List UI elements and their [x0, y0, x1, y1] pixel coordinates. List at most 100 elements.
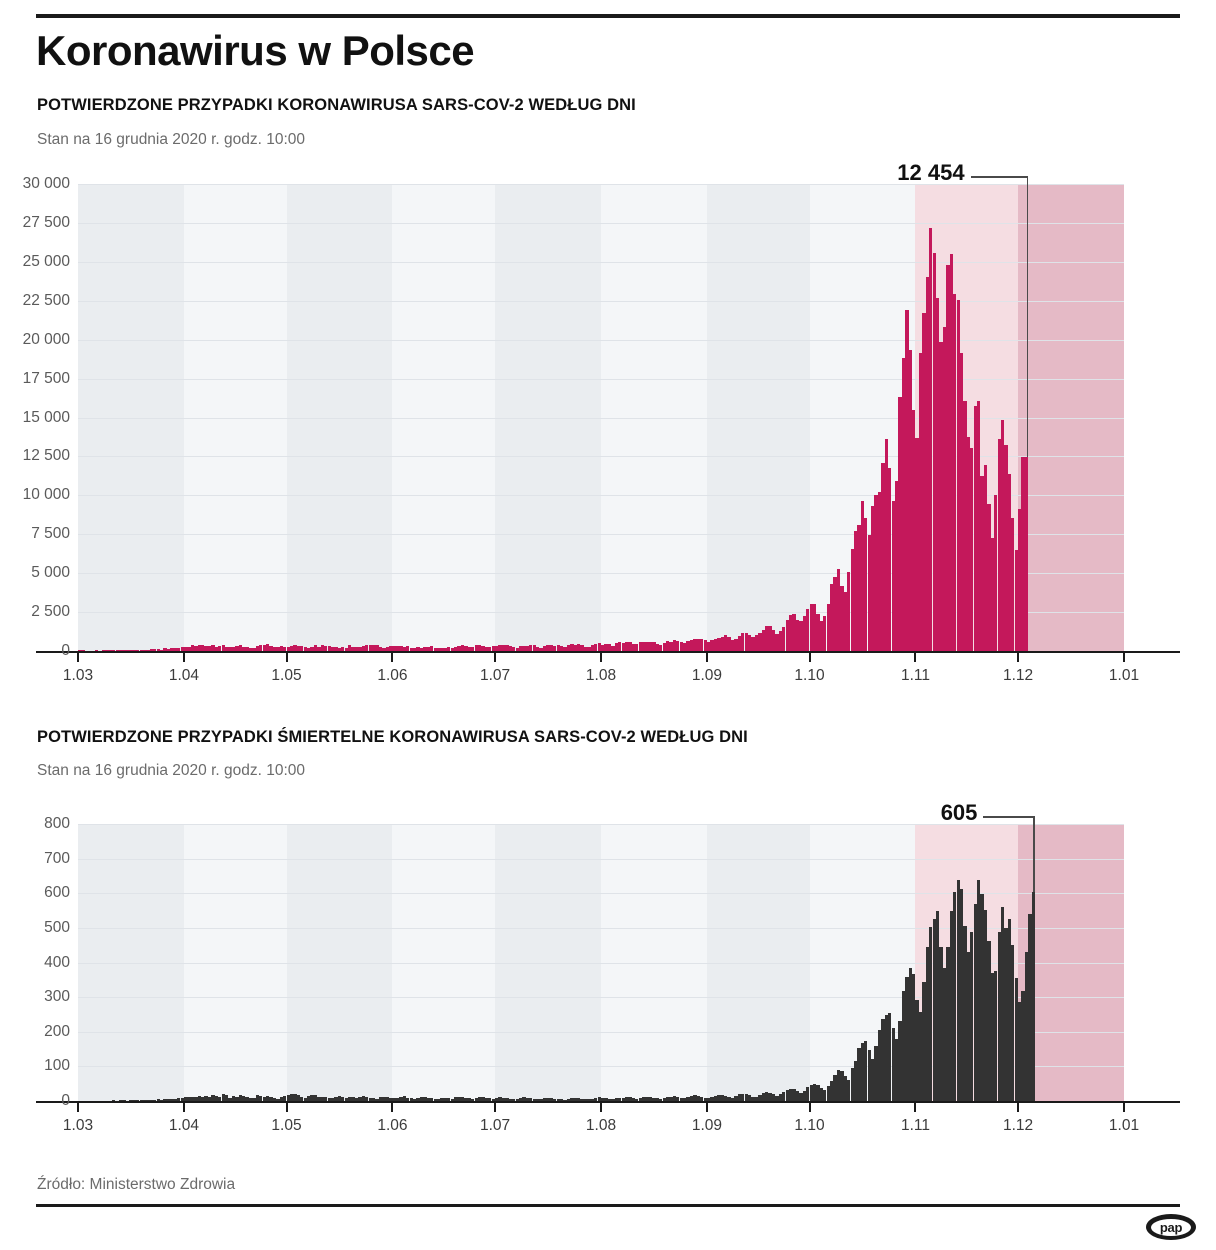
bar — [173, 1098, 177, 1101]
x-axis-tick-label: 1.04 — [168, 667, 200, 684]
x-axis-tick — [600, 653, 602, 662]
bar — [512, 1099, 516, 1101]
bar — [440, 647, 444, 651]
bar — [467, 1098, 471, 1101]
bar — [997, 932, 1001, 1101]
bar — [1014, 549, 1018, 651]
bar — [648, 1096, 653, 1101]
bar — [881, 462, 885, 651]
bar — [194, 1097, 198, 1101]
bar — [724, 635, 728, 651]
bar — [334, 1096, 338, 1101]
x-axis-tick — [285, 653, 288, 662]
y-axis-tick-label: 2 500 — [31, 603, 70, 621]
bar — [556, 1098, 560, 1101]
bar — [935, 297, 940, 651]
bar — [153, 649, 157, 651]
bar — [734, 1096, 738, 1101]
bar — [1018, 508, 1022, 651]
bar — [248, 647, 253, 651]
bar — [720, 1095, 724, 1101]
bar — [122, 650, 126, 651]
bar — [119, 650, 123, 651]
bar — [990, 973, 994, 1101]
top-rule — [36, 14, 1180, 18]
bar — [594, 1097, 598, 1101]
bar — [224, 1095, 229, 1101]
bottom-rule — [36, 1204, 1180, 1207]
bar — [112, 650, 116, 651]
bar — [706, 1097, 711, 1101]
bar — [836, 568, 841, 651]
bar — [730, 1097, 735, 1101]
bar — [518, 645, 523, 651]
bar — [624, 641, 629, 651]
bar — [577, 1097, 581, 1101]
bar — [768, 1092, 772, 1101]
bar — [242, 646, 246, 651]
bar — [119, 1100, 123, 1101]
bar — [648, 641, 653, 651]
bar — [436, 1098, 441, 1101]
bar — [963, 400, 967, 651]
bar — [994, 495, 998, 651]
bar — [228, 647, 232, 651]
bar — [539, 1098, 543, 1101]
bar — [621, 1097, 625, 1101]
bar — [481, 1096, 485, 1101]
x-axis-tick-label: 1.04 — [168, 1117, 200, 1134]
bar — [525, 1097, 530, 1101]
bar — [696, 1095, 700, 1101]
bar — [918, 352, 923, 651]
bar — [700, 638, 704, 651]
bar — [888, 1013, 892, 1101]
bar — [471, 1098, 475, 1101]
bar — [491, 1098, 495, 1101]
bar — [436, 647, 441, 651]
bar — [806, 609, 810, 651]
bar — [228, 1097, 232, 1101]
bar — [618, 642, 622, 651]
bar — [153, 1100, 157, 1101]
bar — [180, 1098, 184, 1101]
bar — [843, 592, 847, 651]
bar — [720, 636, 724, 651]
bar — [983, 465, 988, 651]
bar — [474, 645, 478, 651]
bar — [826, 1086, 830, 1101]
bar — [385, 647, 389, 651]
bar — [891, 1027, 895, 1101]
bar — [874, 494, 878, 651]
pap-logo: pap — [1146, 1214, 1196, 1240]
bar — [378, 1097, 383, 1101]
bar — [501, 644, 506, 651]
bar — [125, 650, 130, 651]
bar — [624, 1096, 629, 1101]
bar — [590, 1098, 595, 1101]
bar — [884, 1014, 888, 1101]
bar — [443, 647, 448, 651]
bar — [269, 1096, 273, 1101]
bar — [932, 252, 936, 651]
bar — [942, 326, 947, 651]
bar — [382, 1096, 386, 1101]
bar — [785, 620, 789, 651]
bar — [218, 1096, 222, 1101]
bar — [925, 946, 930, 1101]
bar — [826, 604, 830, 651]
bar — [912, 973, 916, 1101]
bar — [665, 1096, 670, 1101]
bar — [337, 1095, 342, 1101]
bar — [929, 927, 933, 1101]
bar — [894, 1039, 899, 1101]
bar — [211, 645, 215, 651]
bar — [1007, 473, 1012, 651]
bar — [392, 646, 396, 651]
bar — [532, 645, 536, 651]
bar — [549, 1097, 553, 1101]
bar — [939, 947, 943, 1101]
y-axis-tick-label: 17 500 — [22, 369, 70, 387]
bar — [843, 1076, 847, 1101]
bar — [676, 640, 680, 651]
bar — [949, 254, 953, 651]
